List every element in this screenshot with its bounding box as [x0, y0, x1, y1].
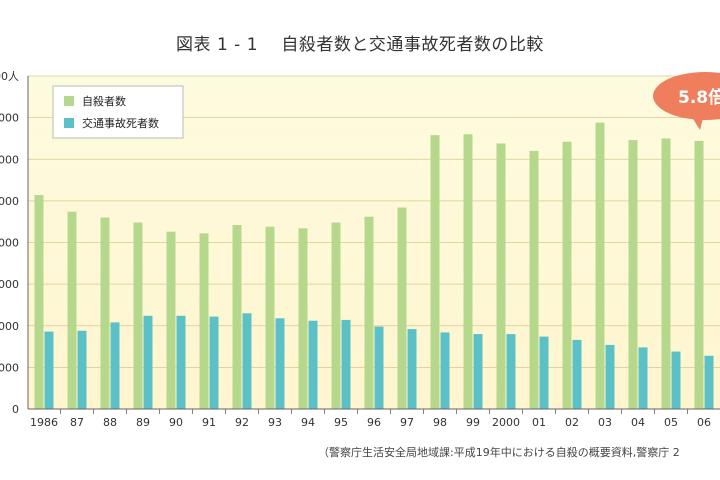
x-tick-label: 92 — [235, 416, 249, 429]
bar-suicide — [595, 122, 605, 410]
callout-text: 5.8倍 — [678, 87, 720, 108]
bar-suicide — [430, 135, 440, 410]
bar-traffic — [176, 315, 186, 409]
callout: 5.8倍 — [653, 72, 720, 130]
bar-traffic — [209, 316, 219, 409]
bar-suicide — [562, 141, 572, 409]
bar-suicide — [496, 143, 506, 409]
bar-traffic — [638, 347, 648, 409]
bar-traffic — [473, 334, 483, 409]
bar-suicide — [67, 211, 77, 409]
bar-suicide — [463, 134, 473, 409]
bar-traffic — [308, 320, 318, 409]
bar-traffic — [242, 313, 252, 409]
bar-suicide — [661, 138, 671, 409]
source-note: （警察庁生活安全局地域課:平成19年中における自殺の概要資料,警察庁 2 — [318, 446, 680, 459]
x-tick-label: 2000 — [492, 416, 520, 429]
x-tick-label: 99 — [466, 416, 480, 429]
x-tick-label: 05 — [664, 416, 678, 429]
bar-suicide — [265, 226, 275, 409]
bar-traffic — [671, 351, 681, 409]
x-tick-label: 94 — [301, 416, 315, 429]
bar-suicide — [166, 231, 176, 409]
x-tick-label: 91 — [202, 416, 216, 429]
bar-suicide — [364, 216, 374, 409]
x-tick-label: 87 — [70, 416, 84, 429]
bar-suicide — [628, 140, 638, 410]
bar-suicide — [133, 222, 143, 409]
x-tick-label: 90 — [169, 416, 183, 429]
bar-suicide — [397, 207, 407, 409]
bar-traffic — [374, 326, 384, 409]
y-tick-label: 5,000 — [0, 361, 19, 374]
y-tick-label: 15,000 — [0, 278, 19, 291]
bar-suicide — [34, 195, 44, 409]
bar-suicide — [199, 233, 209, 409]
bar-traffic — [704, 355, 714, 409]
bar-suicide — [298, 228, 308, 409]
y-tick-label: 30,000 — [0, 153, 19, 166]
legend: 自殺者数 交通事故死者数 — [52, 85, 184, 139]
y-tick-label: 20,000 — [0, 237, 19, 250]
callout-bubble — [653, 72, 720, 120]
legend-label-traffic: 交通事故死者数 — [82, 116, 159, 130]
x-tick-label: 88 — [103, 416, 117, 429]
x-tick-label: 03 — [598, 416, 612, 429]
x-tick-label: 98 — [433, 416, 447, 429]
x-tick-label: 89 — [136, 416, 150, 429]
x-tick-label: 97 — [400, 416, 414, 429]
bar-suicide — [529, 150, 539, 410]
legend-swatch-traffic — [64, 118, 74, 128]
legend-label-suicide: 自殺者数 — [82, 94, 126, 108]
y-tick-label: 0 — [12, 403, 19, 416]
bar-suicide — [331, 222, 341, 409]
x-tick-label: 96 — [367, 416, 381, 429]
x-tick-label: 95 — [334, 416, 348, 429]
bar-suicide — [694, 140, 704, 409]
bar-traffic — [539, 336, 549, 409]
x-tick-label: 06 — [697, 416, 711, 429]
legend-swatch-suicide — [64, 96, 74, 106]
y-tick-label: 35,000 — [0, 112, 19, 125]
callout-pointer — [690, 114, 704, 130]
bar-traffic — [341, 319, 351, 409]
chart-title: 図表 1 - 1 自殺者数と交通事故死者数の比較 — [176, 35, 544, 55]
bar-traffic — [572, 339, 582, 409]
x-tick-label: 93 — [268, 416, 282, 429]
bar-traffic — [77, 330, 87, 409]
x-tick-label: 1986 — [30, 416, 58, 429]
bar-traffic — [275, 318, 285, 409]
bar-traffic — [605, 344, 615, 409]
grid-lines — [28, 75, 720, 368]
bar-traffic — [143, 315, 153, 409]
x-tick-label: 02 — [565, 416, 579, 429]
bar-traffic — [407, 329, 417, 409]
bar-suicide — [232, 225, 242, 409]
y-tick-label: 10,000 — [0, 320, 19, 333]
bar-traffic — [440, 332, 450, 409]
bar-traffic — [44, 331, 54, 409]
bar-traffic — [110, 322, 120, 409]
bars — [34, 122, 714, 410]
bar-traffic — [506, 334, 516, 409]
y-tick-label: 25,000 — [0, 195, 19, 208]
legend-box — [52, 85, 184, 139]
x-tick-label: 01 — [532, 416, 546, 429]
x-tick-label: 04 — [631, 416, 645, 429]
axes: 0 5,000 10,000 15,000 20,000 25,000 30,000 35,0… — [0, 70, 720, 429]
bar-suicide — [100, 217, 110, 409]
